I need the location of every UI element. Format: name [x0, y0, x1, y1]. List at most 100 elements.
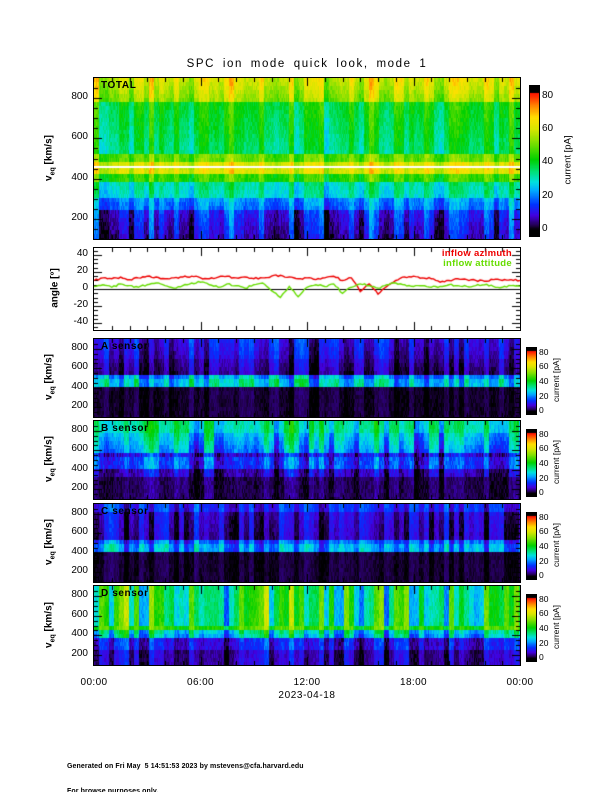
ytick-label-b-sensor: 800: [71, 423, 88, 435]
colorbar-tick-label: 20: [539, 555, 549, 566]
heatmap-canvas-total: [94, 78, 520, 239]
ytick-label-angles: 0: [82, 282, 88, 293]
y-axis-label-c-sensor: veq [km/s]: [43, 519, 57, 565]
colorbar-c-sensor: [526, 512, 537, 580]
ytick-label-angles: 20: [76, 264, 88, 276]
colorbar-tick-label: 80: [539, 511, 549, 522]
colorbar-tick-label: 80: [539, 346, 549, 357]
panel-c-sensor: [93, 503, 521, 583]
heatmap-canvas-c-sensor: [94, 504, 520, 582]
heatmap-canvas-a-sensor: [94, 339, 520, 417]
footer-line-1: Generated on Fri May 5 14:51:53 2023 by …: [67, 763, 304, 771]
colorbar-axis-label: current [pA]: [551, 523, 561, 567]
colorbar-canvas-a-sensor: [527, 348, 536, 414]
xtick-label-2: 12:00: [293, 677, 321, 688]
x-axis-date-label: 2023-04-18: [278, 690, 336, 701]
ytick-label-b-sensor: 400: [71, 462, 88, 474]
ytick-label-b-sensor: 200: [71, 482, 88, 494]
colorbar-tick-label: 0: [539, 405, 544, 416]
ytick-label-a-sensor: 800: [71, 341, 88, 353]
colorbar-tick-label: 0: [539, 570, 544, 581]
colorbar-tick-label: 80: [539, 428, 549, 439]
colorbar-axis-label: current [pA]: [551, 440, 561, 484]
footer-line-2: For browse purposes only.: [67, 788, 159, 792]
colorbar-tick-label: 60: [539, 526, 549, 537]
colorbar-tick-label: 60: [539, 443, 549, 454]
ytick-label-b-sensor: 600: [71, 443, 88, 455]
legend-inflow-azimuth: inflow azimuth: [441, 248, 512, 259]
colorbar-tick-label: 40: [542, 156, 554, 168]
panel-label-d-sensor: D sensor: [101, 588, 149, 599]
panel-b-sensor: [93, 420, 521, 500]
colorbar-canvas-b-sensor: [527, 430, 536, 496]
colorbar-tick-label: 40: [539, 376, 549, 387]
ytick-label-angles: -20: [73, 299, 88, 311]
xtick-label-3: 18:00: [399, 677, 428, 688]
colorbar-tick-label: 40: [539, 623, 549, 634]
panel-a-sensor: [93, 338, 521, 418]
page-title: SPC ion mode quick look, mode 1: [186, 58, 428, 70]
y-axis-label-angles: angle [°]: [49, 268, 61, 308]
colorbar-canvas-c-sensor: [527, 513, 536, 579]
y-axis-label-total: veq [km/s]: [43, 134, 57, 181]
y-axis-label-d-sensor: veq [km/s]: [43, 601, 57, 648]
ytick-label-c-sensor: 200: [71, 565, 88, 577]
colorbar-tick-label: 60: [542, 122, 554, 134]
colorbar-tick-label: 80: [542, 89, 554, 101]
xtick-label-1: 06:00: [186, 677, 215, 688]
colorbar-tick-label: 20: [539, 472, 549, 483]
colorbar-tick-label: 20: [539, 637, 549, 648]
ytick-label-total: 400: [71, 171, 88, 183]
colorbar-d-sensor: [526, 594, 537, 662]
panel-label-c-sensor: C sensor: [101, 506, 149, 517]
colorbar-axis-label: current [pA]: [551, 358, 561, 402]
colorbar-a-sensor: [526, 347, 537, 415]
panel-label-total: TOTAL: [101, 80, 137, 91]
heatmap-canvas-d-sensor: [94, 586, 520, 665]
ytick-label-total: 800: [71, 91, 88, 103]
colorbar-tick-label: 40: [539, 458, 549, 469]
colorbar-tick-label: 40: [539, 541, 549, 552]
panel-label-b-sensor: B sensor: [101, 423, 149, 434]
panel-d-sensor: [93, 585, 521, 666]
colorbar-canvas-d-sensor: [527, 595, 536, 661]
ytick-label-a-sensor: 600: [71, 361, 88, 373]
colorbar-total: [529, 85, 540, 237]
colorbar-tick-label: 20: [539, 390, 549, 401]
ytick-label-c-sensor: 400: [71, 545, 88, 557]
ytick-label-total: 200: [71, 211, 88, 223]
legend-inflow-attitude: inflow attitude: [443, 257, 512, 269]
colorbar-tick-label: 80: [539, 593, 549, 604]
y-axis-label-b-sensor: veq [km/s]: [43, 436, 57, 482]
ytick-label-a-sensor: 400: [71, 380, 88, 392]
colorbar-axis-label: current [pA]: [551, 605, 561, 649]
ytick-label-d-sensor: 600: [71, 608, 88, 620]
ytick-label-d-sensor: 400: [71, 628, 88, 640]
ytick-label-c-sensor: 800: [71, 506, 88, 518]
ytick-label-c-sensor: 600: [71, 526, 88, 538]
line-plot-canvas-angles: [94, 248, 520, 330]
colorbar-tick-label: 0: [542, 222, 548, 234]
colorbar-tick-label: 60: [539, 361, 549, 372]
colorbar-tick-label: 0: [539, 487, 544, 498]
colorbar-axis-label: current [pA]: [562, 135, 574, 185]
ytick-label-total: 600: [71, 131, 88, 143]
ytick-label-a-sensor: 200: [71, 400, 88, 412]
colorbar-canvas-total: [530, 86, 539, 236]
y-axis-label-a-sensor: veq [km/s]: [43, 354, 57, 400]
xtick-label-0: 00:00: [80, 677, 108, 688]
heatmap-canvas-b-sensor: [94, 421, 520, 499]
xtick-label-4: 00:00: [506, 677, 534, 688]
colorbar-tick-label: 60: [539, 608, 549, 619]
footer: Generated on Fri May 5 14:51:53 2023 by …: [67, 747, 304, 792]
ytick-label-d-sensor: 800: [71, 588, 88, 600]
colorbar-tick-label: 20: [542, 189, 554, 201]
ytick-label-d-sensor: 200: [71, 648, 88, 660]
angle-legend: inflow azimuth inflow attitude: [94, 249, 512, 268]
panel-angles: [93, 247, 521, 331]
ytick-label-angles: 40: [76, 247, 88, 259]
panel-total: [93, 77, 521, 240]
ytick-label-angles: -40: [73, 316, 88, 328]
panel-label-a-sensor: A sensor: [101, 341, 149, 352]
